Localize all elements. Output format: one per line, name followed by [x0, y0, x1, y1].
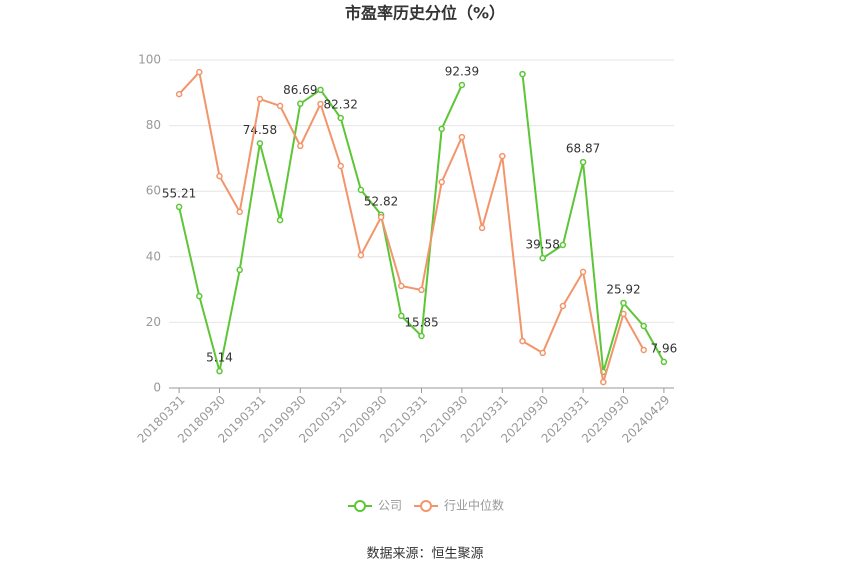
data-label: 86.69 — [283, 83, 317, 97]
point — [216, 172, 223, 180]
point — [458, 133, 466, 141]
legend-marker — [354, 500, 366, 512]
point — [398, 282, 405, 290]
series-line — [178, 70, 645, 383]
point — [539, 349, 546, 357]
point — [499, 152, 506, 160]
chart-title: 市盈率历史分位（%） — [345, 4, 505, 23]
point — [478, 224, 486, 232]
point — [297, 142, 304, 150]
point — [337, 114, 344, 122]
point — [216, 367, 223, 375]
point — [579, 158, 587, 166]
point — [620, 299, 627, 307]
point — [256, 95, 264, 103]
point — [620, 310, 627, 318]
point — [418, 332, 425, 340]
legend-label: 公司 — [378, 499, 402, 513]
point — [236, 266, 243, 274]
point — [438, 178, 445, 186]
point — [579, 268, 587, 276]
point — [519, 337, 526, 345]
point — [600, 378, 607, 386]
point — [519, 70, 526, 78]
y-tick-label: 80 — [146, 118, 161, 132]
data-label: 5.14 — [206, 351, 233, 365]
point — [559, 241, 567, 249]
data-label: 39.58 — [526, 238, 560, 252]
source: 数据来源：恒生聚源 — [366, 547, 483, 562]
data-label: 68.87 — [566, 142, 600, 156]
point — [175, 90, 183, 98]
data-label: 52.82 — [364, 194, 398, 208]
point — [660, 358, 668, 366]
point — [196, 68, 203, 76]
point — [377, 213, 385, 221]
point — [418, 286, 425, 294]
data-label: 55.21 — [162, 186, 196, 200]
point — [175, 203, 183, 211]
point — [297, 100, 304, 107]
data-label: 15.85 — [404, 316, 438, 330]
data-label: 7.96 — [651, 341, 678, 355]
point — [559, 302, 567, 310]
data-label: 74.58 — [243, 123, 277, 137]
point — [438, 125, 445, 133]
data-label: 25.92 — [606, 282, 640, 296]
legend-label: 行业中位数 — [444, 498, 504, 513]
point — [640, 322, 647, 330]
y-tick-label: 60 — [146, 184, 161, 198]
y-tick-label: 0 — [153, 381, 161, 395]
point — [398, 312, 405, 320]
data-label: 92.39 — [445, 64, 479, 78]
point — [317, 86, 324, 94]
y-tick-label: 40 — [146, 249, 161, 263]
point — [458, 81, 466, 89]
data-label: 82.32 — [324, 97, 358, 111]
point — [256, 140, 264, 147]
point — [539, 254, 546, 262]
y-tick-label: 100 — [138, 53, 161, 67]
point — [317, 100, 324, 108]
point — [640, 346, 647, 354]
point — [276, 216, 284, 224]
point — [276, 102, 284, 110]
point — [337, 162, 344, 170]
point — [357, 186, 365, 194]
point — [357, 251, 365, 259]
y-tick-label: 20 — [146, 315, 161, 329]
point — [196, 292, 203, 300]
point — [236, 208, 243, 216]
legend-marker — [420, 500, 432, 512]
